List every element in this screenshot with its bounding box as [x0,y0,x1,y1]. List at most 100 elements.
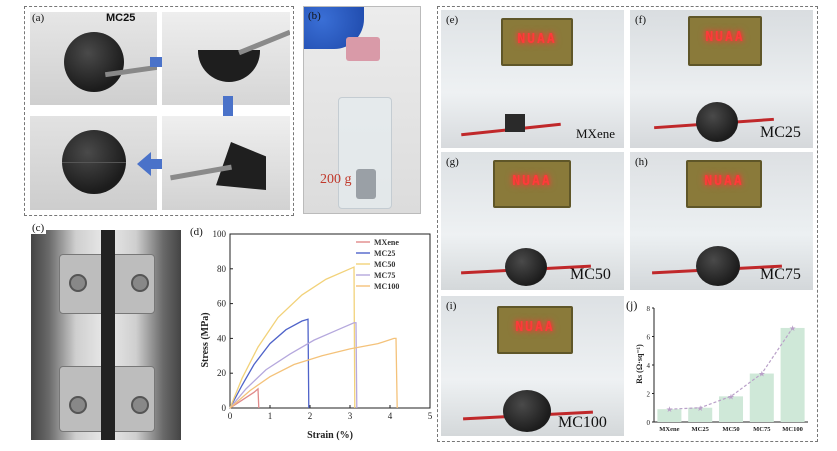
y-tick-label: 6 [647,334,651,342]
panel-c-label: (c) [30,222,47,234]
folded-disc [198,50,260,82]
panel-i-label: (i) [446,300,457,312]
panel-e-label: (e) [446,14,459,26]
trend-marker: ★ [666,405,673,414]
panel-f-label: (f) [635,14,646,26]
panel-a-photo-2 [162,12,290,105]
chart-j-ylabel: Rs (Ω·sq⁻¹) [635,344,644,384]
x-tick-label: MC25 [692,426,710,433]
series-line-mc100 [229,337,398,409]
led-board: NUAA [688,16,762,66]
trend-marker: ★ [727,392,734,401]
x-tick-label: 2 [308,411,313,421]
mc50-disc [505,248,547,286]
legend-label: MXene [374,238,399,247]
panel-g-photo: NUAA [441,152,624,290]
y-tick-label: 0 [222,403,227,413]
legend-label: MC25 [374,249,395,258]
panel-e-sample-name: MXene [576,126,615,141]
y-tick-label: 2 [647,391,651,399]
panel-a-frame [24,6,294,216]
chart-d-ylabel: Stress (MPa) [200,312,211,367]
led-board: NUAA [493,160,571,208]
panel-b-label: (b) [308,10,321,22]
bar-mc50 [718,396,744,422]
tweezer [238,29,290,56]
panel-h-photo: NUAA [630,152,813,290]
trend-marker: ★ [789,324,796,333]
series-line-mc75 [229,322,358,409]
panel-a-photo-3 [30,116,157,210]
x-tick-label: MC100 [782,426,803,433]
led-text: NUAA [517,32,557,47]
panel-c-photo [31,230,181,440]
crease-line [62,162,126,163]
series-line-mxene [229,387,260,409]
screw [69,396,87,414]
series-line-mc25 [229,318,310,409]
y-tick-label: 0 [647,419,651,427]
screw [131,274,149,292]
bar-mxene [657,409,682,422]
x-tick-label: 1 [268,411,273,421]
series-line-mc50 [229,266,356,409]
legend-label: MC100 [374,282,399,291]
x-tick-label: 0 [228,411,233,421]
legend-label: MC50 [374,260,395,269]
panel-g-label: (g) [446,156,459,168]
bar-mc25 [688,407,713,422]
led-board: NUAA [501,18,573,66]
chart-d-xlabel: Strain (%) [307,430,353,441]
panel-d-label: (d) [190,226,203,238]
x-tick-label: 5 [428,411,433,421]
led-board: NUAA [497,306,573,354]
panel-b-weight: 200 g [320,172,352,187]
mxene-disc [64,32,124,92]
x-tick-label: 4 [388,411,393,421]
mxene-sample [505,114,525,132]
y-tick-label: 100 [213,229,227,239]
x-tick-label: MXene [659,426,679,433]
panel-a-photo-1 [30,12,157,105]
chart-d-frame [229,233,431,409]
x-tick-label: MC50 [722,426,739,433]
panel-i-photo: NUAA [441,296,624,436]
led-text: NUAA [515,320,555,335]
y-tick-label: 40 [217,333,227,343]
legend-label: MC75 [374,271,395,280]
screw [69,274,87,292]
panel-right-frame [437,6,818,442]
trend-line [669,327,794,410]
y-tick-label: 60 [217,299,227,309]
led-text: NUAA [512,174,552,189]
led-text: NUAA [705,30,745,45]
led-board: NUAA [686,160,762,208]
panel-e-photo: NUAA [441,10,624,148]
panel-f-sample-name: MC25 [760,124,801,141]
mc75-disc [696,246,740,286]
y-tick-label: 8 [647,305,651,313]
panel-h-label: (h) [635,156,648,168]
screw [131,396,149,414]
stress-strain-chart: 0 1 2 3 4 5 0 20 40 60 80 100 MXene MC25 MC50 MC75 MC10… [200,229,433,441]
y-tick-label: 4 [647,362,651,370]
panel-i-sample-name: MC100 [558,414,607,431]
bar-mc75 [749,373,774,422]
panel-g-sample-name: MC50 [570,266,611,283]
mc100-disc [503,390,551,432]
binder-clip [346,37,380,61]
panel-a-label: (a) [32,12,45,24]
weights [356,169,376,199]
mc25-disc [696,102,738,142]
y-tick-label: 80 [217,264,227,274]
panel-b-photo [303,6,421,214]
test-specimen [101,230,115,440]
y-tick-label: 20 [217,368,227,378]
bar-mc100 [780,327,805,422]
trend-marker: ★ [697,404,704,413]
led-text: NUAA [704,174,744,189]
sheet-resistance-chart: 0 2 4 6 8 MXene MC25 MC50 MC75 MC100 ★ ★ ★ ★ ★ Rs (Ω… [635,305,808,433]
panel-h-sample-name: MC75 [760,266,801,283]
panel-a-photo-4 [162,116,290,210]
panel-f-photo: NUAA [630,10,813,148]
